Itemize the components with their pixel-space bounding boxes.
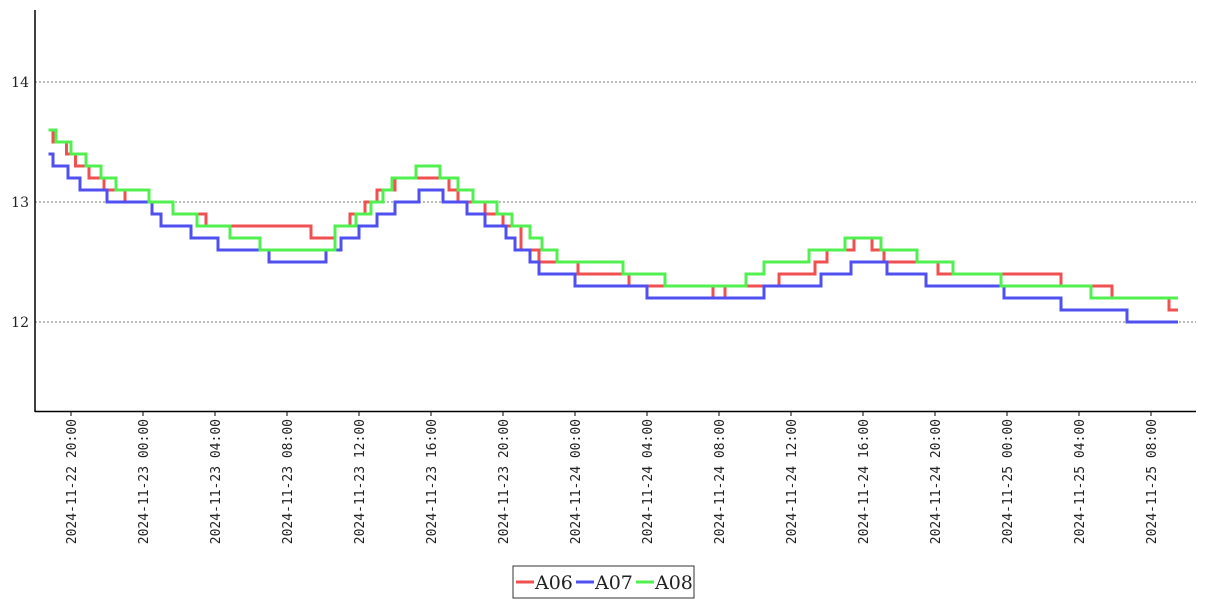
legend-label-a06: A06 <box>534 572 573 594</box>
axes <box>34 10 1196 413</box>
x-tick-label: 2024-11-23 00:00 <box>137 419 152 544</box>
x-tick-label: 2024-11-22 20:00 <box>65 419 80 544</box>
x-tick-label: 2024-11-24 08:00 <box>713 419 728 544</box>
x-tick-label: 2024-11-25 08:00 <box>1145 419 1160 544</box>
x-tick-label: 2024-11-24 00:00 <box>569 419 584 544</box>
y-tick-labels: 12 13 14 <box>11 75 29 331</box>
x-tick-labels: 2024-11-22 20:00 2024-11-23 00:00 2024-11-… <box>65 412 1160 544</box>
x-tick-label: 2024-11-24 04:00 <box>641 419 656 544</box>
x-tick-label: 2024-11-23 16:00 <box>425 419 440 544</box>
legend-label-a07: A07 <box>594 572 633 594</box>
y-tick-label: 13 <box>11 195 29 211</box>
legend-box <box>512 565 695 599</box>
x-tick-label: 2024-11-23 12:00 <box>353 419 368 544</box>
y-tick-label: 12 <box>11 315 29 331</box>
x-tick-label: 2024-11-23 20:00 <box>497 419 512 544</box>
series-line-a07 <box>48 152 1178 324</box>
x-tick-label: 2024-11-23 08:00 <box>281 419 296 544</box>
y-tick-label: 14 <box>11 75 29 91</box>
series-line-a06 <box>48 128 1178 312</box>
series-lines <box>48 128 1178 324</box>
x-tick-label: 2024-11-24 16:00 <box>857 419 872 544</box>
x-tick-label: 2024-11-23 04:00 <box>209 419 224 544</box>
gridlines <box>35 81 1196 323</box>
x-tick-label: 2024-11-25 04:00 <box>1073 419 1088 544</box>
series-line-a08 <box>48 128 1178 300</box>
x-tick-label: 2024-11-24 12:00 <box>785 419 800 544</box>
legend: A06 A07 A08 <box>512 565 695 599</box>
x-tick-label: 2024-11-24 20:00 <box>929 419 944 544</box>
legend-label-a08: A08 <box>654 572 693 594</box>
x-tick-label: 2024-11-25 00:00 <box>1001 419 1016 544</box>
